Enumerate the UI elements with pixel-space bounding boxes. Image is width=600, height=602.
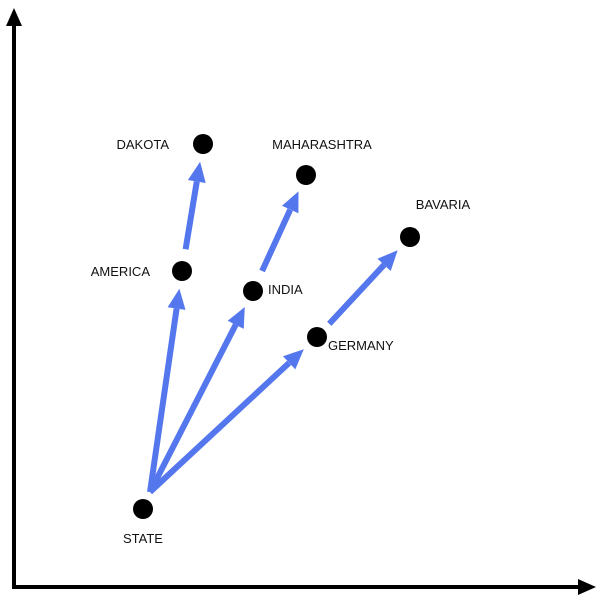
node-maharashtra-label: MAHARASHTRA [272,137,372,152]
arrow-germany-to-bavaria [327,250,398,326]
node-india-label: INDIA [268,282,303,297]
arrow-shaft [259,208,293,273]
arrow-india-to-maharashtra [259,191,299,273]
arrow-shaft [147,308,180,493]
node-america: AMERICA [91,261,192,281]
arrow-state-to-india [147,307,245,494]
node-state-label: STATE [123,531,163,546]
arrow-state-to-america [147,288,186,493]
node-dakota: DAKOTA [117,134,213,154]
arrow-head [187,161,206,183]
arrow-shaft [182,181,200,250]
node-america-label: AMERICA [91,264,151,279]
arrow-shaft [147,323,239,494]
arrow-state-to-germany [147,349,304,495]
arrow-head [167,288,186,310]
edges-layer [147,161,398,495]
node-germany-label: GERMANY [328,338,394,353]
arrow-head [282,191,299,214]
y-axis-arrowhead [6,8,22,26]
node-india: INDIA [243,281,303,301]
node-dakota-label: DAKOTA [117,137,170,152]
arrow-head [283,349,304,370]
arrow-head [227,307,245,329]
node-america-dot [172,261,192,281]
node-maharashtra-dot [296,165,316,185]
node-bavaria: BAVARIA [400,197,471,247]
node-state: STATE [123,499,163,546]
node-germany-dot [307,327,327,347]
nodes-layer: STATE AMERICA DAKOTA INDIA MAHARASHTRA G… [91,134,471,546]
node-bavaria-dot [400,227,420,247]
node-state-dot [133,499,153,519]
node-maharashtra: MAHARASHTRA [272,137,372,185]
node-bavaria-label: BAVARIA [416,197,471,212]
arrow-head [377,250,398,271]
arrow-shaft [147,360,292,495]
arrow-shaft [327,262,387,326]
arrow-america-to-dakota [182,161,206,250]
node-india-dot [243,281,263,301]
axes [6,8,596,595]
x-axis-arrowhead [578,579,596,595]
node-germany: GERMANY [307,327,394,353]
node-dakota-dot [193,134,213,154]
